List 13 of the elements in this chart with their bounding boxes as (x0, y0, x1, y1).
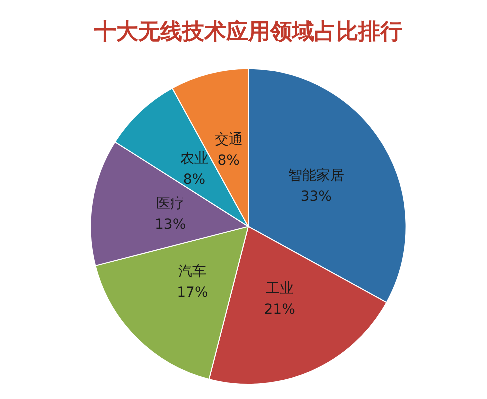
data-label: 8% (218, 152, 240, 169)
slice-label: 医疗 (156, 196, 185, 212)
slice-label: 交通 (214, 132, 243, 148)
chart-title: 十大无线技术应用领域占比排行 (94, 18, 402, 45)
slice-label: 智能家居 (288, 168, 344, 184)
slice-label: 农业 (180, 150, 208, 167)
data-label: 13% (155, 217, 186, 233)
data-label: 17% (177, 285, 208, 302)
data-label: 21% (264, 302, 296, 318)
data-label: 33% (300, 189, 332, 206)
data-label: 8% (183, 172, 206, 188)
slice-label: 工业 (266, 280, 294, 297)
slice-label: 汽车 (178, 264, 207, 280)
